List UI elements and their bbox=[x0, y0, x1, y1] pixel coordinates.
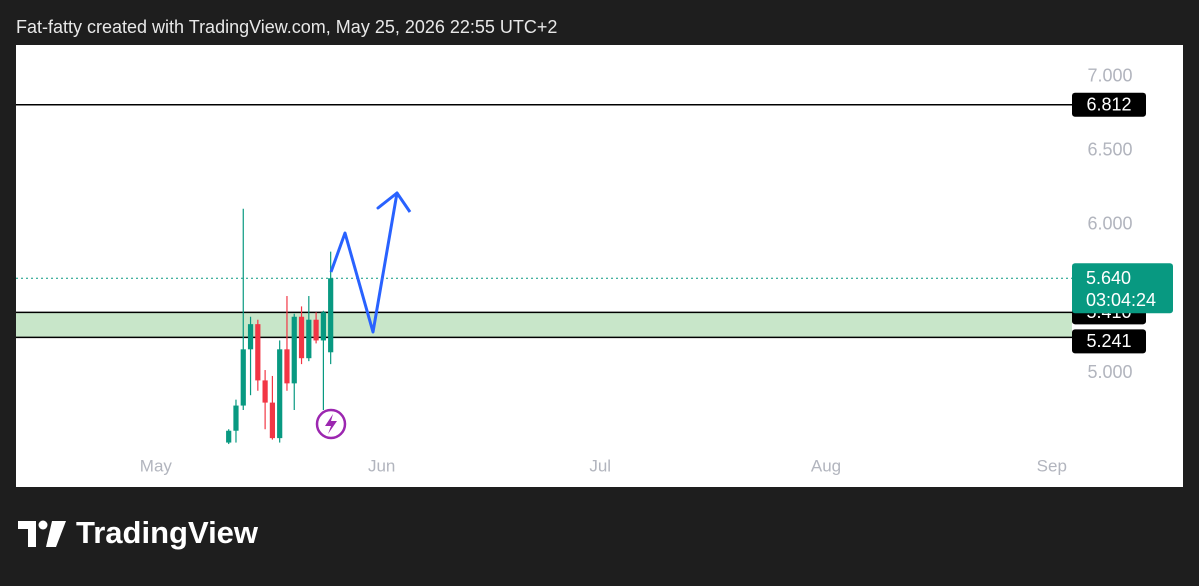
x-tick-label: Jun bbox=[368, 456, 395, 475]
price-tag-label: 5.241 bbox=[1086, 331, 1131, 351]
price-tag-label: 6.812 bbox=[1086, 95, 1131, 115]
attribution: Fat-fatty created with TradingView.com, … bbox=[16, 17, 557, 37]
candle-body bbox=[320, 312, 326, 341]
logo bbox=[18, 520, 66, 547]
y-tick-label: 6.000 bbox=[1087, 214, 1132, 234]
x-tick-label: Aug bbox=[811, 456, 841, 475]
candle-body bbox=[284, 349, 290, 384]
candle-body bbox=[291, 316, 297, 384]
candle-body bbox=[298, 316, 305, 359]
x-tick-label: Sep bbox=[1037, 456, 1067, 475]
drawing-path bbox=[329, 191, 412, 334]
x-tick-label: May bbox=[140, 456, 173, 475]
event-icon bbox=[315, 408, 347, 440]
plot: 7.000 6.500 6.000 5.000 May Jun Jul Aug Sep 6.812… bbox=[16, 66, 1173, 475]
x-tick-label: Jul bbox=[589, 456, 611, 475]
y-tick-label: 6.500 bbox=[1087, 140, 1132, 160]
candle-body bbox=[313, 319, 319, 341]
countdown-label: 03:04:24 bbox=[1086, 290, 1156, 310]
zone bbox=[16, 312, 1072, 338]
chart-panel bbox=[16, 45, 1183, 487]
drawing-arrowhead bbox=[376, 191, 399, 210]
candle-body bbox=[277, 349, 283, 439]
price-tag bbox=[1072, 329, 1146, 354]
last-price-tag bbox=[1072, 263, 1173, 314]
y-tick-label: 7.000 bbox=[1087, 66, 1132, 86]
price-tag bbox=[1072, 92, 1146, 117]
brand: TradingView bbox=[76, 515, 259, 550]
candle-body bbox=[233, 405, 239, 431]
candle-body bbox=[240, 349, 246, 406]
candle-body bbox=[306, 319, 312, 359]
candle-body bbox=[247, 324, 254, 350]
candle-body bbox=[328, 278, 334, 353]
last-price-label: 5.640 bbox=[1086, 268, 1131, 288]
y-tick-label: 5.000 bbox=[1087, 362, 1132, 382]
candle-body bbox=[255, 324, 261, 381]
candle-body bbox=[226, 430, 232, 443]
candle-body bbox=[262, 380, 268, 403]
candle-body bbox=[269, 402, 275, 439]
